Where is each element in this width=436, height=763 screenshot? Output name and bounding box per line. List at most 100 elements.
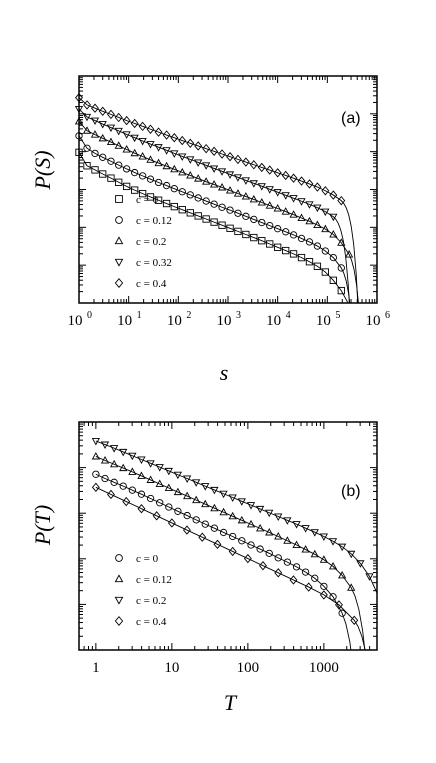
data-point-circle bbox=[110, 478, 118, 486]
data-point-triangle-up bbox=[328, 561, 338, 570]
data-point-circle bbox=[338, 609, 346, 617]
data-point-triangle-up bbox=[98, 133, 107, 142]
data-point-circle bbox=[92, 470, 100, 478]
data-point-triangle-down bbox=[228, 494, 237, 502]
data-point-triangle-down bbox=[82, 113, 92, 122]
data-point-triangle-down bbox=[128, 452, 137, 461]
data-point-triangle-down bbox=[146, 460, 155, 468]
data-point-triangle-up bbox=[283, 536, 292, 544]
data-point-triangle-up bbox=[170, 164, 179, 173]
data-point-triangle-up bbox=[274, 532, 283, 540]
data-point-diamond bbox=[91, 103, 99, 113]
data-point-circle bbox=[137, 490, 146, 498]
data-point-triangle-down bbox=[130, 134, 139, 143]
data-point-triangle-down bbox=[110, 445, 119, 453]
data-point-triangle-up bbox=[194, 174, 203, 182]
data-point-diamond bbox=[138, 121, 147, 132]
x-tick-label: 100 bbox=[237, 660, 260, 676]
data-point-diamond bbox=[329, 190, 338, 200]
data-point-circle bbox=[128, 486, 136, 494]
data-point-square bbox=[321, 268, 329, 276]
panel-b-markers bbox=[91, 437, 374, 626]
data-point-triangle-up bbox=[210, 503, 219, 512]
data-point-triangle-down bbox=[265, 509, 274, 518]
data-point-triangle-up bbox=[74, 116, 84, 125]
legend-marker-triangle-down bbox=[114, 258, 124, 267]
data-point-triangle-up bbox=[178, 167, 187, 176]
data-point-triangle-down bbox=[98, 121, 107, 129]
panel-b-legend: c = 0 c = 0.12 c = 0.2 c = 0.4 bbox=[114, 553, 172, 628]
data-point-diamond bbox=[305, 179, 314, 189]
panel-b-y-axis-title: P(T) bbox=[30, 505, 55, 546]
data-point-triangle-down bbox=[297, 198, 306, 206]
data-point-diamond bbox=[98, 106, 107, 116]
data-point-triangle-up bbox=[313, 220, 322, 229]
data-point-circle bbox=[119, 482, 127, 490]
data-point-triangle-up bbox=[301, 545, 310, 553]
data-point-diamond bbox=[257, 162, 266, 173]
data-point-circle bbox=[282, 228, 290, 236]
data-point-circle bbox=[186, 191, 194, 199]
data-point-triangle-down bbox=[365, 573, 374, 581]
data-point-triangle-up bbox=[91, 451, 100, 460]
data-point-circle bbox=[242, 212, 250, 220]
data-point-circle bbox=[99, 153, 107, 161]
data-point-diamond bbox=[273, 168, 282, 178]
data-point-diamond bbox=[152, 511, 161, 521]
data-point-circle bbox=[162, 181, 171, 190]
data-point-triangle-down bbox=[338, 543, 347, 552]
data-point-diamond bbox=[241, 157, 250, 167]
data-point-circle bbox=[337, 264, 345, 272]
data-point-square bbox=[337, 286, 345, 295]
data-point-square bbox=[154, 196, 163, 204]
data-point-triangle-up bbox=[319, 555, 328, 563]
legend-label: c = 0 bbox=[136, 553, 159, 565]
data-point-triangle-down bbox=[90, 117, 100, 126]
data-point-circle bbox=[247, 541, 255, 549]
data-point-diamond bbox=[170, 133, 179, 143]
data-point-diamond bbox=[202, 143, 211, 154]
data-point-circle bbox=[289, 231, 298, 239]
data-point-triangle-up bbox=[183, 491, 192, 500]
data-point-square bbox=[226, 224, 234, 232]
data-point-square bbox=[131, 186, 139, 194]
data-point-circle bbox=[292, 563, 301, 571]
legend-label: c = 0 bbox=[136, 194, 159, 206]
data-point-square bbox=[162, 199, 171, 208]
data-point-circle bbox=[210, 200, 218, 208]
data-point-circle bbox=[174, 507, 182, 515]
data-point-diamond bbox=[218, 149, 226, 159]
data-point-triangle-up bbox=[233, 189, 243, 197]
legend-marker-triangle-up bbox=[114, 236, 124, 245]
x-tick-label: 10 bbox=[266, 313, 281, 329]
panel-b-frame bbox=[78, 421, 378, 651]
data-point-square bbox=[250, 233, 258, 242]
legend-marker-triangle-down bbox=[114, 596, 124, 605]
data-point-circle bbox=[305, 238, 314, 246]
data-point-square bbox=[170, 202, 178, 211]
data-point-triangle-up bbox=[110, 459, 119, 468]
fit-line bbox=[95, 473, 352, 650]
data-point-circle bbox=[183, 511, 191, 520]
data-point-diamond bbox=[178, 135, 187, 146]
data-point-triangle-down bbox=[194, 159, 203, 167]
data-point-triangle-up bbox=[173, 487, 183, 496]
data-point-triangle-down bbox=[246, 502, 256, 510]
data-point-triangle-up bbox=[186, 171, 195, 179]
data-point-circle bbox=[311, 574, 319, 582]
panel-a-legend: c = 0 c = 0.12 c = 0.2 c = 0.32 c = 0.4 bbox=[114, 194, 172, 290]
data-point-triangle-down bbox=[347, 550, 356, 559]
data-point-triangle-down bbox=[183, 475, 192, 483]
data-point-triangle-up bbox=[256, 523, 265, 532]
data-point-triangle-up bbox=[281, 207, 290, 215]
data-point-triangle-down bbox=[329, 213, 338, 222]
x-tick-exponent: 4 bbox=[286, 310, 291, 321]
data-point-triangle-down bbox=[292, 521, 301, 529]
panel-a-plot: 10 0 10 1 10 2 10 3 10 4 10 5 10 6 c = 0c = 0.12c = 0… bbox=[30, 75, 390, 385]
data-point-circle bbox=[138, 172, 147, 180]
data-point-triangle-down bbox=[138, 137, 147, 146]
data-point-triangle-down bbox=[170, 150, 179, 158]
data-point-circle bbox=[258, 218, 266, 227]
data-point-triangle-up bbox=[265, 201, 274, 209]
data-point-triangle-up bbox=[154, 158, 163, 167]
